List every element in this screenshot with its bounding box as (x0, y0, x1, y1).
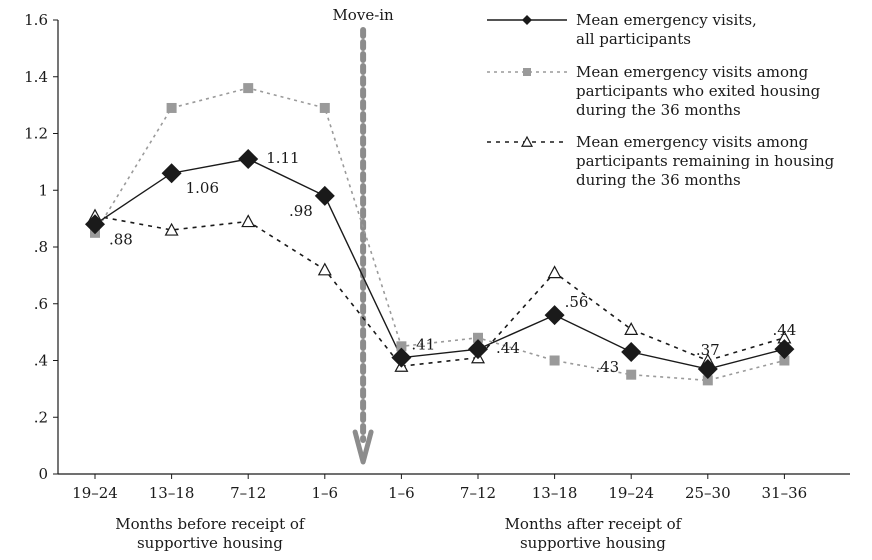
series-2-point (317, 262, 332, 276)
x-group-label: supportive housing (137, 534, 283, 552)
series-1-point (626, 369, 637, 380)
data-label: .41 (411, 336, 435, 354)
series-line-1 (94, 87, 785, 382)
series-0-point (621, 341, 642, 362)
y-tick-label: .4 (34, 352, 48, 370)
data-label: .44 (772, 321, 796, 339)
legend-label: Mean emergency visits among (576, 63, 809, 81)
series-lines (94, 87, 785, 382)
y-tick-label: 0 (38, 465, 48, 483)
legend-marker-0 (522, 15, 532, 25)
series-2-point (547, 265, 562, 279)
data-label: .44 (496, 339, 520, 357)
series-1-point (396, 341, 407, 352)
data-labels: .88 1.06 1.11 .98 .41 .44 .56 .43 .37 .44 (109, 149, 796, 376)
legend-label: during the 36 months (576, 171, 741, 189)
data-label: .56 (565, 293, 589, 311)
legend: Mean emergency visits,all participants Me… (487, 11, 835, 189)
x-axis: 19–24 13–18 7–12 1–6 1–6 7–12 13–18 19–24 25–30 3… (58, 473, 850, 502)
data-label: .88 (109, 230, 133, 248)
move-in-label: Move-in (332, 6, 394, 24)
x-tick-label: 13–18 (149, 484, 195, 502)
y-tick-label: .8 (34, 238, 48, 256)
series-1-point (702, 375, 713, 386)
legend-label: all participants (576, 30, 691, 48)
series-line-2 (94, 215, 785, 368)
legend-label: participants remaining in housing (576, 152, 835, 170)
x-tick-label: 31–36 (762, 484, 808, 502)
data-label: 1.06 (186, 179, 219, 197)
series-1-point (166, 102, 177, 113)
x-tick-label: 7–12 (230, 484, 266, 502)
series-markers (85, 83, 795, 386)
data-label: 1.11 (266, 149, 299, 167)
series-1-point (473, 332, 483, 343)
series-1-point (319, 102, 330, 113)
data-label: .98 (289, 202, 313, 220)
y-tick-label: 1.6 (24, 11, 48, 29)
series-0-point (161, 163, 182, 184)
x-tick-label: 1–6 (388, 484, 415, 502)
x-group-label: Months after receipt of (505, 515, 683, 533)
x-tick-label: 1–6 (312, 484, 339, 502)
legend-label: Mean emergency visits, (576, 11, 757, 29)
series-0-point (544, 305, 565, 326)
y-tick-label: .2 (34, 408, 48, 426)
move-in-annotation: Move-in (332, 6, 394, 465)
series-0-point (85, 214, 105, 235)
series-0-point (391, 347, 412, 368)
series-1-point (779, 355, 790, 366)
legend-label: during the 36 months (576, 101, 741, 119)
x-tick-label: 19–24 (608, 484, 654, 502)
y-tick-label: 1.2 (24, 125, 48, 143)
move-in-arrow-head (352, 429, 374, 465)
y-axis: 0 .2 .4 .6 .8 1 1.2 1.4 1.6 (24, 11, 59, 483)
x-tick-label: 25–30 (685, 484, 731, 502)
y-tick-label: 1.4 (24, 68, 48, 86)
x-tick-label: 13–18 (532, 484, 578, 502)
series-2-point (164, 222, 179, 236)
legend-marker-1 (523, 68, 531, 76)
series-2-point (241, 214, 256, 228)
series-1-point (549, 355, 560, 366)
legend-label: Mean emergency visits among (576, 133, 809, 151)
legend-label: participants who exited housing (576, 82, 821, 100)
data-label: .37 (696, 341, 720, 359)
x-tick-label: 19–24 (72, 484, 118, 502)
data-label: .43 (595, 358, 619, 376)
series-0-point (774, 339, 795, 360)
series-0-point (697, 359, 718, 380)
series-0-point (314, 185, 335, 206)
series-line-0 (94, 158, 785, 370)
series-2-point (624, 322, 639, 335)
x-group-label: Months before receipt of (115, 515, 306, 533)
series-0-point (238, 149, 259, 170)
x-group-label: supportive housing (520, 534, 666, 552)
series-1-point (243, 83, 254, 94)
y-tick-label: .6 (34, 295, 48, 313)
y-tick-label: 1 (38, 181, 48, 199)
series-0-point (468, 339, 488, 360)
x-tick-label: 7–12 (460, 484, 496, 502)
legend-marker-2 (520, 135, 534, 147)
